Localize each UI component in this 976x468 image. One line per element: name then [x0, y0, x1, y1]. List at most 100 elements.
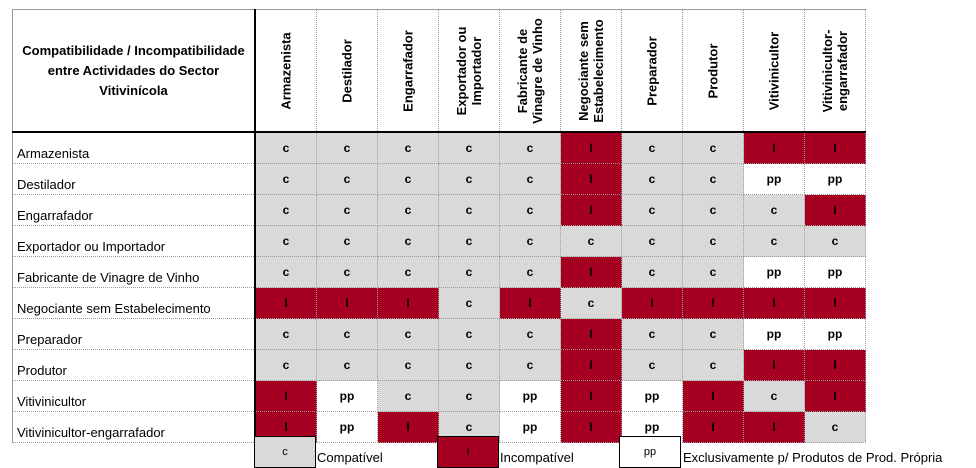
matrix-cell: c	[682, 194, 744, 226]
matrix-cell: c	[682, 131, 744, 164]
matrix-cell: c	[621, 225, 683, 257]
matrix-cell: pp	[743, 256, 805, 288]
matrix-cell: I	[254, 380, 317, 412]
matrix-cell: c	[682, 225, 744, 257]
matrix-cell: pp	[743, 163, 805, 195]
matrix-cell: c	[499, 194, 561, 226]
column-header-label: Negociante sem Estabelecimento	[576, 18, 606, 123]
title-line-2: entre Actividades do Sector	[47, 62, 220, 78]
column-header: Exportador ou Importador	[438, 9, 500, 133]
title-line-3: Vitivinícola	[99, 82, 168, 98]
legend-label-incompatible: Incompatível	[500, 450, 574, 465]
matrix-cell: c	[254, 194, 317, 226]
matrix-cell: c	[316, 194, 378, 226]
matrix-cell: c	[377, 349, 439, 381]
matrix-cell: c	[254, 256, 317, 288]
column-header-label: Destilador	[339, 38, 355, 103]
matrix-cell: c	[438, 349, 500, 381]
matrix-cell: c	[377, 163, 439, 195]
row-header: Armazenista	[12, 131, 256, 164]
matrix-cell: I	[743, 287, 805, 319]
column-header: Armazenista	[254, 9, 317, 133]
matrix-cell: c	[621, 318, 683, 350]
matrix-cell: c	[621, 163, 683, 195]
matrix-cell: c	[316, 131, 378, 164]
matrix-cell: c	[316, 318, 378, 350]
column-header: Preparador	[621, 9, 683, 133]
legend-swatch-own-production: pp	[619, 436, 681, 468]
row-header: Vitivinicultor-engarrafador	[12, 411, 256, 443]
matrix-cell: c	[499, 256, 561, 288]
matrix-cell: I	[743, 349, 805, 381]
matrix-cell: I	[560, 256, 622, 288]
matrix-cell: I	[682, 287, 744, 319]
matrix-cell: I	[682, 380, 744, 412]
matrix-cell: c	[438, 194, 500, 226]
matrix-cell: I	[499, 287, 561, 319]
matrix-cell: pp	[804, 318, 866, 350]
legend-swatch-compatible: c	[254, 436, 316, 468]
matrix-cell: c	[438, 380, 500, 412]
matrix-cell: c	[254, 318, 317, 350]
matrix-cell: c	[682, 349, 744, 381]
matrix-cell: I	[560, 163, 622, 195]
row-header: Vitivinicultor	[12, 380, 256, 412]
matrix-cell: c	[621, 349, 683, 381]
matrix-cell: pp	[743, 318, 805, 350]
column-header: Produtor	[682, 9, 744, 133]
matrix-cell: c	[438, 256, 500, 288]
matrix-cell: c	[254, 349, 317, 381]
row-header: Exportador ou Importador	[12, 225, 256, 257]
table-row: Exportador ou Importador c c c c c c c c c c	[12, 225, 866, 257]
legend-label-compatible: Compatível	[317, 450, 383, 465]
column-header: Vitivinicultor-engarrafador	[804, 9, 866, 133]
row-header: Negociante sem Estabelecimento	[12, 287, 256, 319]
matrix-cell: c	[438, 131, 500, 164]
matrix-cell: c	[438, 318, 500, 350]
matrix-cell: I	[804, 131, 866, 164]
matrix-cell: c	[682, 318, 744, 350]
matrix-cell: c	[377, 318, 439, 350]
compatibility-matrix: Compatibilidade / Incompatibilidade entr…	[12, 9, 866, 443]
matrix-cell: I	[560, 318, 622, 350]
matrix-cell: c	[438, 163, 500, 195]
column-header-label: Vitivinicultor	[766, 31, 782, 110]
matrix-cell: pp	[804, 256, 866, 288]
row-header: Engarrafador	[12, 194, 256, 226]
matrix-cell: c	[499, 131, 561, 164]
matrix-cell: c	[316, 163, 378, 195]
matrix-cell: I	[254, 287, 317, 319]
matrix-cell: c	[254, 131, 317, 164]
column-header-label: Armazenista	[278, 31, 294, 110]
legend-swatch-incompatible: I	[437, 436, 499, 468]
matrix-cell: c	[804, 411, 866, 443]
matrix-cell: I	[560, 194, 622, 226]
matrix-cell: I	[743, 131, 805, 164]
column-header-label: Preparador	[644, 35, 660, 106]
matrix-cell: c	[560, 287, 622, 319]
matrix-cell: I	[560, 131, 622, 164]
matrix-cell: c	[254, 163, 317, 195]
matrix-cell: c	[377, 256, 439, 288]
column-header: Fabricante de Vinagre de Vinho	[499, 9, 561, 133]
column-header: Negociante sem Estabelecimento	[560, 9, 622, 133]
matrix-cell: c	[316, 225, 378, 257]
matrix-cell: I	[804, 194, 866, 226]
legend-code-own-production: pp	[643, 446, 657, 458]
matrix-cell: c	[316, 256, 378, 288]
matrix-cell: I	[560, 380, 622, 412]
matrix-cell: c	[377, 194, 439, 226]
matrix-cell: I	[377, 411, 439, 443]
title-line-1: Compatibilidade / Incompatibilidade	[22, 42, 245, 58]
column-header-label: Fabricante de Vinagre de Vinho	[515, 17, 545, 124]
matrix-cell: c	[621, 131, 683, 164]
matrix-cell: I	[804, 349, 866, 381]
legend: c Compatível I Incompatível pp Exclusiva…	[0, 436, 976, 468]
column-header-label: Produtor	[705, 43, 721, 98]
